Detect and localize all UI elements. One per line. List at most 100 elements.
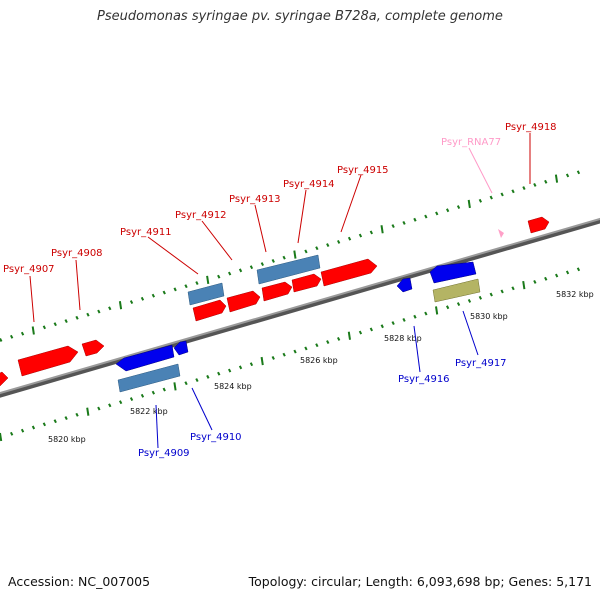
gene-arrow-psyr-4916[interactable] — [396, 277, 413, 293]
gene-label[interactable]: Psyr_4907 — [3, 264, 55, 275]
cds-block[interactable] — [256, 254, 321, 285]
gene-arrow-psyr-4909[interactable] — [115, 344, 175, 372]
genome-title: Pseudomonas syringae pv. syringae B728a,… — [97, 9, 503, 24]
gene-arrow-psyr-4914[interactable] — [291, 273, 322, 293]
leader-line — [340, 174, 362, 233]
minor-tick — [97, 406, 101, 411]
minor-tick — [533, 279, 537, 284]
kbp-label: 5832 kbp — [556, 290, 594, 299]
gene-arrow-reverse[interactable] — [429, 261, 477, 284]
gene-label[interactable]: Psyr_4917 — [455, 358, 507, 369]
pseudo-block[interactable] — [432, 278, 481, 303]
forward-genes — [0, 216, 550, 387]
leader-line — [468, 147, 493, 194]
minor-tick — [228, 271, 232, 276]
gene-arrow-psyr-4908[interactable] — [81, 339, 105, 357]
leader-line — [201, 220, 233, 261]
minor-tick — [64, 416, 68, 420]
gene-label[interactable]: Psyr_4913 — [229, 194, 281, 205]
backbone-line — [0, 218, 600, 398]
leader-line — [75, 259, 81, 311]
minor-tick — [271, 258, 275, 263]
minor-tick — [424, 311, 428, 316]
minor-tick — [86, 312, 90, 317]
topology-summary: Topology: circular; Length: 6,093,698 bp… — [248, 574, 592, 589]
leader-line — [29, 275, 35, 323]
major-tick — [435, 306, 439, 315]
leader-line — [413, 325, 421, 373]
minor-tick — [64, 319, 68, 323]
minor-tick — [238, 268, 243, 273]
minor-tick — [217, 371, 221, 376]
gene-label[interactable]: Psyr_4911 — [120, 227, 172, 238]
gene-label[interactable]: Psyr_4914 — [283, 179, 335, 190]
minor-tick — [0, 338, 3, 342]
forward-cds — [187, 254, 321, 306]
major-tick — [31, 326, 35, 335]
kbp-label: 5830 kbp — [470, 312, 508, 321]
leader-line — [147, 236, 199, 275]
minor-tick — [544, 276, 548, 281]
minor-tick — [391, 321, 395, 326]
gene-label[interactable]: Psyr_4909 — [138, 448, 190, 459]
kbp-label: 5824 kbp — [214, 382, 252, 391]
minor-tick — [53, 322, 57, 327]
minor-tick — [151, 390, 155, 395]
leader-line — [191, 387, 213, 431]
gene-label[interactable]: Psyr_4916 — [398, 374, 450, 385]
gene-arrow-forward[interactable] — [0, 371, 9, 387]
minor-tick — [326, 340, 330, 345]
minor-tick — [358, 233, 363, 238]
gene-label[interactable]: Psyr_4908 — [51, 248, 103, 259]
minor-tick — [446, 208, 450, 213]
major-tick — [467, 199, 471, 209]
minor-tick — [151, 293, 155, 298]
cds-block[interactable] — [187, 282, 225, 306]
minor-tick — [129, 300, 134, 304]
gene-arrow-reverse[interactable] — [173, 340, 189, 356]
gene-arrow-psyr-4913[interactable] — [261, 281, 293, 302]
gene-arrow-psyr-4918[interactable] — [527, 216, 550, 234]
minor-tick — [555, 273, 559, 278]
minor-tick — [489, 292, 493, 297]
gene-arrow-psyr-4915[interactable] — [320, 258, 378, 287]
minor-tick — [347, 236, 352, 241]
kbp-label: 5828 kbp — [384, 334, 422, 343]
gene-label[interactable]: Psyr_4912 — [175, 210, 227, 221]
minor-tick — [500, 289, 504, 294]
gene-arrow-psyr-4907[interactable] — [17, 345, 79, 377]
gene-label[interactable]: Psyr_4918 — [505, 122, 557, 133]
minor-tick — [31, 425, 36, 430]
minor-tick — [42, 325, 46, 330]
minor-tick — [97, 309, 101, 314]
minor-tick — [304, 249, 308, 254]
minor-tick — [478, 198, 482, 203]
minor-tick — [467, 298, 472, 303]
minor-tick — [108, 306, 112, 311]
kbp-label: 5820 kbp — [48, 435, 86, 444]
minor-tick — [75, 315, 79, 320]
minor-tick — [119, 400, 123, 405]
major-tick — [206, 275, 210, 285]
minor-tick — [544, 179, 548, 184]
minor-tick — [184, 381, 188, 386]
gene-label[interactable]: Psyr_4910 — [190, 432, 242, 443]
reverse-genes — [115, 261, 477, 372]
gene-arrow-psyr-4912[interactable] — [226, 290, 261, 313]
minor-tick — [271, 355, 275, 360]
gene-label[interactable]: Psyr_4915 — [337, 165, 389, 176]
minor-tick — [522, 186, 526, 191]
major-tick — [173, 382, 177, 391]
major-tick — [118, 301, 123, 310]
minor-tick — [249, 265, 254, 270]
minor-tick — [260, 262, 264, 266]
minor-tick — [576, 267, 581, 272]
gene-arrow-psyr-4911[interactable] — [192, 299, 227, 322]
leader-line — [254, 204, 267, 253]
minor-tick — [20, 331, 25, 336]
major-tick — [380, 225, 384, 234]
cds-block[interactable] — [117, 363, 181, 393]
rna-arrow-psyr-rna77[interactable] — [498, 229, 504, 238]
gene-label[interactable]: Psyr_RNA77 — [441, 137, 501, 148]
